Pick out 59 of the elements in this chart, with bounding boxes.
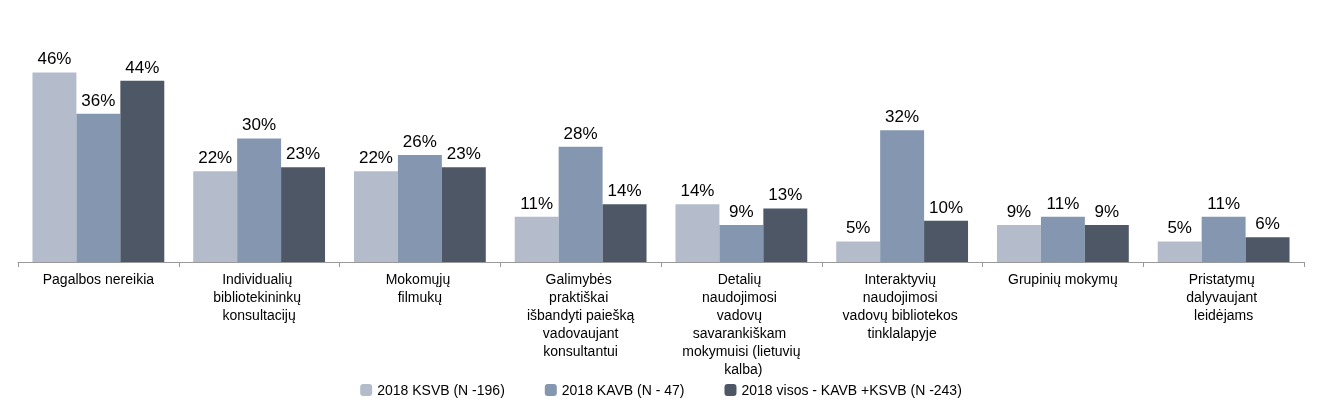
data-label: 26% — [402, 131, 437, 151]
data-label: 11% — [520, 193, 554, 213]
bar — [397, 154, 442, 262]
data-label: 28% — [563, 123, 598, 143]
x-tick-label: Pristatymų dalyvaujant leidėjams — [1186, 271, 1261, 323]
x-tick-label: Interaktyvių naudojimosi vadovų bibliotekos tinklalapyje — [842, 271, 962, 341]
data-label: 11% — [1207, 193, 1241, 213]
bar — [763, 208, 808, 262]
bar — [1084, 224, 1129, 262]
x-tick-label: Detalių naudojimosi vadovų savarankiškam mokymuisi (lietuvių kalba) — [682, 271, 801, 377]
x-tick-label: Grupinių mokymų — [1008, 271, 1118, 287]
bar — [1245, 237, 1290, 262]
bar — [836, 241, 881, 262]
data-label: 36% — [81, 90, 116, 110]
bar — [120, 80, 165, 262]
bar — [880, 130, 925, 262]
x-tick-label: Mokomųjų filmukų — [385, 271, 455, 305]
bar — [996, 224, 1041, 262]
bar — [1040, 216, 1085, 262]
x-tick-label: Galimybės praktiškai išbandyti paiešką vadovaujant konsultantui — [526, 271, 635, 359]
data-label: 5% — [845, 218, 871, 238]
data-label: 22% — [198, 148, 233, 168]
data-label: 22% — [358, 148, 393, 168]
bar — [1157, 241, 1202, 262]
data-label: 9% — [1094, 201, 1120, 221]
legend-label: 2018 KAVB (N - 47) — [561, 382, 685, 398]
data-label: 46% — [37, 49, 72, 69]
legend-label: 2018 visos - KAVB +KSVB (N -243) — [741, 382, 962, 398]
bar — [602, 204, 647, 262]
data-label: 23% — [446, 144, 481, 164]
data-label: 30% — [242, 115, 277, 135]
data-label: 9% — [1006, 201, 1032, 221]
legend-label: 2018 KSVB (N -196) — [377, 382, 505, 398]
x-tick-label: Pagalbos nereikia — [42, 271, 155, 287]
bar — [193, 171, 238, 262]
data-label: 32% — [885, 107, 920, 127]
data-label: 23% — [286, 144, 321, 164]
data-label: 5% — [1167, 218, 1192, 238]
data-label: 44% — [125, 57, 160, 77]
data-label: 13% — [768, 185, 803, 205]
bar — [441, 167, 486, 262]
bar — [237, 138, 282, 262]
data-label: 14% — [607, 181, 642, 201]
data-label: 9% — [729, 201, 754, 221]
bar — [281, 167, 326, 262]
data-label: 11% — [1046, 193, 1080, 213]
bar — [353, 171, 398, 262]
bar — [76, 113, 121, 262]
data-label: 14% — [680, 181, 715, 201]
data-label: 10% — [929, 197, 964, 217]
bar — [719, 224, 764, 262]
x-tick-label: Individualių bibliotekininkų konsultacijų — [213, 271, 306, 323]
bar — [924, 220, 969, 262]
bar — [32, 72, 77, 262]
bar — [514, 216, 559, 262]
data-label: 6% — [1255, 214, 1280, 234]
bar — [1201, 216, 1246, 262]
bar — [558, 146, 603, 262]
bar — [675, 204, 720, 262]
